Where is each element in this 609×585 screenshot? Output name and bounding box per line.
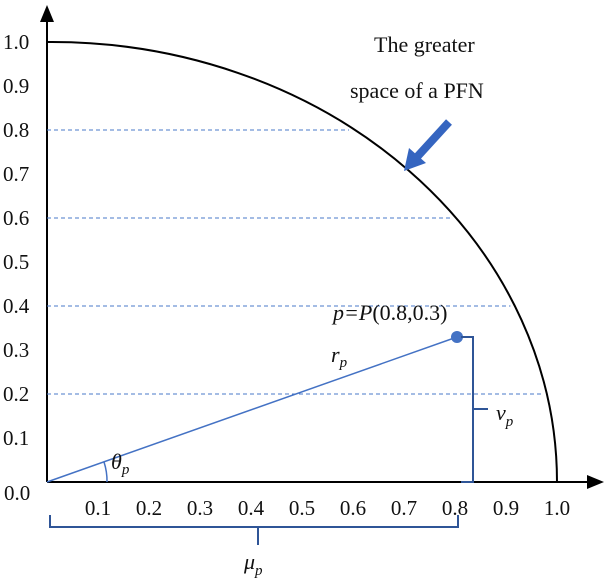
y-tick-label: 0.9 <box>3 74 29 98</box>
point-label: p=P(0.8,0.3) <box>331 300 447 325</box>
x-axis-arrow-icon <box>587 475 604 489</box>
x-tick-label: 0.9 <box>493 496 519 520</box>
y-tick-label: 0.2 <box>3 382 29 406</box>
angle-symbol: θp <box>111 449 130 478</box>
x-tick-label: 0.3 <box>187 496 213 520</box>
annotation-line-1: The greater <box>374 32 475 57</box>
y-tick-label: 0.8 <box>3 118 29 142</box>
y-tick-labels: 1.0 0.9 0.8 0.7 0.6 0.5 0.4 0.3 0.2 0.1 <box>3 30 30 450</box>
point-label-func: P <box>358 300 372 325</box>
y-tick-label: 0.5 <box>3 250 29 274</box>
x-tick-label: 0.6 <box>340 496 366 520</box>
mu-symbol: μp <box>243 549 263 579</box>
angle-arc <box>103 461 108 483</box>
radius-symbol: rp <box>331 342 348 371</box>
nu-symbol: νp <box>496 400 514 430</box>
y-tick-label: 0.7 <box>3 162 29 186</box>
y-tick-label: 0.3 <box>3 338 29 362</box>
x-tick-label: 0.4 <box>238 496 265 520</box>
x-tick-label: 0.2 <box>136 496 162 520</box>
origin-label: 0.0 <box>4 481 30 505</box>
y-axis-arrow-icon <box>40 5 54 22</box>
annotation-arrow-icon <box>404 119 452 171</box>
mu-bracket <box>49 515 459 528</box>
x-tick-label: 0.1 <box>85 496 111 520</box>
point-label-prefix: p= <box>331 300 359 325</box>
annotation-line-2: space of a PFN <box>350 78 484 103</box>
unit-arc <box>47 41 558 483</box>
dashed-guides <box>47 129 543 395</box>
y-tick-label: 1.0 <box>3 30 29 54</box>
x-tick-label: 0.7 <box>391 496 417 520</box>
point-label-coords: (0.8,0.3) <box>372 300 447 325</box>
y-tick-label: 0.6 <box>3 206 29 230</box>
x-tick-label: 0.8 <box>442 496 468 520</box>
radius-line <box>46 336 458 483</box>
x-tick-label: 0.5 <box>289 496 315 520</box>
nu-bracket <box>461 336 474 483</box>
y-tick-label: 0.1 <box>3 426 29 450</box>
y-tick-label: 0.4 <box>3 294 30 318</box>
x-tick-label: 1.0 <box>544 496 570 520</box>
x-tick-labels: 0.1 0.2 0.3 0.4 0.5 0.6 0.7 0.8 0.9 1.0 <box>85 496 570 520</box>
point-p-marker <box>451 331 463 343</box>
